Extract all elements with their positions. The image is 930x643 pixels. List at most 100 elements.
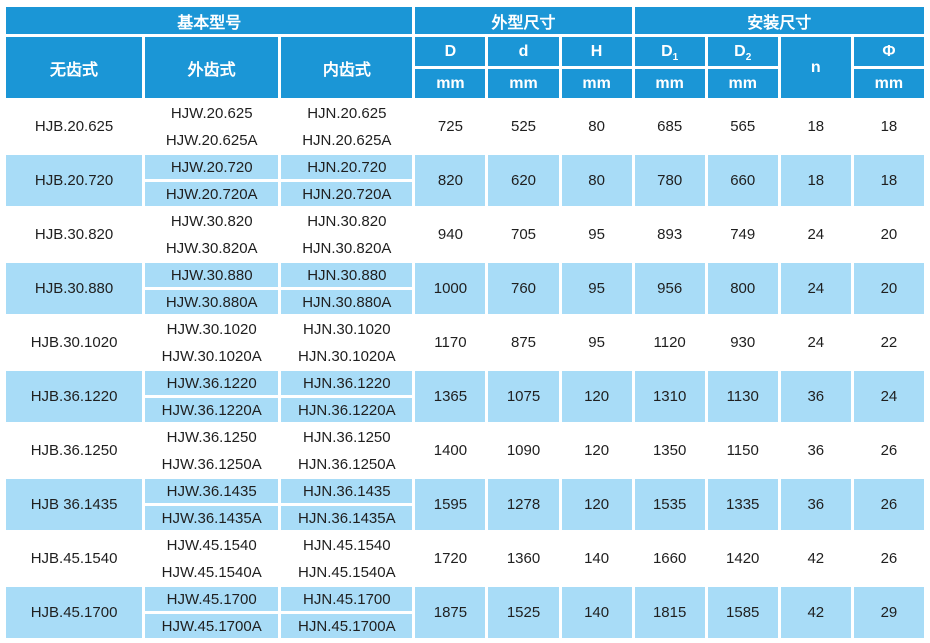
value-cell: 725 <box>412 98 489 155</box>
header-unit-D1: mm <box>631 66 708 101</box>
value-cell: 18 <box>777 98 854 155</box>
value-cell: 1120 <box>631 314 708 371</box>
model-cell-toothless: HJB.45.1540 <box>2 530 146 587</box>
value-cell: 120 <box>558 476 635 533</box>
model-cell-external-gear-variant: HJW.36.1435A <box>142 503 282 533</box>
value-cell: 140 <box>558 530 635 587</box>
model-cell-external-gear: HJW.20.720 <box>142 152 282 182</box>
header-unit-D: mm <box>412 66 489 101</box>
value-cell: 940 <box>412 206 489 263</box>
value-cell: 1875 <box>412 584 489 641</box>
value-cell: 1360 <box>485 530 562 587</box>
value-cell: 20 <box>850 260 928 317</box>
value-cell: 620 <box>485 152 562 209</box>
value-cell: 1335 <box>704 476 781 533</box>
header-col-external-gear: 外齿式 <box>142 34 282 101</box>
model-row-primary: HJB.20.720 HJW.20.720 HJN.20.720 820 620 80 78… <box>2 152 928 209</box>
model-row-primary: HJB.30.880 HJW.30.880 HJN.30.880 1000 760 95 9… <box>2 260 928 317</box>
table-body: HJB.20.625 HJW.20.625 HJN.20.625 725 525 80 68… <box>2 98 928 641</box>
header-unit-row: mm mm mm mm mm mm <box>5 66 928 101</box>
model-cell-external-gear: HJW.30.880 <box>142 260 282 290</box>
model-cell-external-gear: HJW.36.1220 <box>142 368 282 398</box>
value-cell: 120 <box>558 368 635 425</box>
value-cell: 780 <box>631 152 708 209</box>
model-cell-toothless: HJB.36.1250 <box>2 422 146 479</box>
model-cell-internal-gear-variant: HJN.20.720A <box>278 179 416 209</box>
model-row-primary: HJB.30.1020 HJW.30.1020 HJN.30.1020 1170 875… <box>2 314 928 371</box>
model-cell-internal-gear-variant: HJN.30.1020A <box>278 341 416 371</box>
model-cell-external-gear-variant: HJW.30.820A <box>142 233 282 263</box>
value-cell: 1075 <box>485 368 562 425</box>
value-cell: 1170 <box>412 314 489 371</box>
value-cell: 80 <box>558 152 635 209</box>
value-cell: 1150 <box>704 422 781 479</box>
value-cell: 893 <box>631 206 708 263</box>
header-dim-H: H <box>558 34 635 69</box>
value-cell: 820 <box>412 152 489 209</box>
model-row-primary: HJB 36.1435 HJW.36.1435 HJN.36.1435 1595 127… <box>2 476 928 533</box>
value-cell: 1595 <box>412 476 489 533</box>
model-cell-internal-gear-variant: HJN.36.1250A <box>278 449 416 479</box>
model-cell-toothless: HJB.20.625 <box>2 98 146 155</box>
value-cell: 36 <box>777 368 854 425</box>
model-cell-external-gear: HJW.45.1540 <box>142 530 282 560</box>
model-row-variant: HJW.36.1435A HJN.36.1435A <box>5 503 926 533</box>
value-cell: 1000 <box>412 260 489 317</box>
model-cell-external-gear-variant: HJW.20.720A <box>142 179 282 209</box>
model-cell-external-gear-variant: HJW.36.1220A <box>142 395 282 425</box>
header-basic-model: 基本型号 <box>2 4 416 37</box>
value-cell: 29 <box>850 584 928 641</box>
dim-label: D <box>734 42 746 60</box>
value-cell: 80 <box>558 98 635 155</box>
model-cell-internal-gear: HJN.20.625 <box>278 98 416 128</box>
value-cell: 1350 <box>631 422 708 479</box>
value-cell: 1090 <box>485 422 562 479</box>
model-cell-external-gear: HJW.30.1020 <box>142 314 282 344</box>
model-cell-internal-gear: HJN.36.1435 <box>278 476 416 506</box>
dim-label: n <box>810 58 821 76</box>
value-cell: 26 <box>850 530 928 587</box>
value-cell: 1365 <box>412 368 489 425</box>
value-cell: 42 <box>777 530 854 587</box>
value-cell: 95 <box>558 314 635 371</box>
value-cell: 140 <box>558 584 635 641</box>
model-cell-internal-gear-variant: HJN.30.880A <box>278 287 416 317</box>
header-dim-D2: D2 <box>704 34 781 69</box>
model-cell-external-gear: HJW.45.1700 <box>142 584 282 614</box>
model-row-variant: HJW.30.820A HJN.30.820A <box>5 233 926 263</box>
dim-label: D <box>444 42 457 60</box>
model-row-variant: HJW.20.720A HJN.20.720A <box>5 179 926 209</box>
model-cell-internal-gear: HJN.36.1250 <box>278 422 416 452</box>
header-unit-phi: mm <box>850 66 928 101</box>
header-unit-d: mm <box>485 66 562 101</box>
model-cell-external-gear-variant: HJW.30.1020A <box>142 341 282 371</box>
value-cell: 1660 <box>631 530 708 587</box>
model-row-variant: HJW.20.625A HJN.20.625A <box>5 125 926 155</box>
value-cell: 1130 <box>704 368 781 425</box>
model-row-variant: HJW.45.1700A HJN.45.1700A <box>5 611 926 641</box>
model-cell-external-gear-variant: HJW.20.625A <box>142 125 282 155</box>
model-cell-internal-gear-variant: HJN.36.1220A <box>278 395 416 425</box>
dim-label: Φ <box>882 42 896 60</box>
value-cell: 1278 <box>485 476 562 533</box>
model-cell-internal-gear: HJN.30.820 <box>278 206 416 236</box>
header-col-toothless: 无齿式 <box>2 34 146 101</box>
header-mounting-dimensions: 安装尺寸 <box>631 4 928 37</box>
model-row-primary: HJB.36.1250 HJW.36.1250 HJN.36.1250 1400 109… <box>2 422 928 479</box>
value-cell: 685 <box>631 98 708 155</box>
model-cell-internal-gear-variant: HJN.30.820A <box>278 233 416 263</box>
model-cell-toothless: HJB.45.1700 <box>2 584 146 641</box>
model-cell-internal-gear-variant: HJN.45.1700A <box>278 611 416 641</box>
model-cell-external-gear-variant: HJW.45.1700A <box>142 611 282 641</box>
header-dim-n: n <box>777 34 854 101</box>
value-cell: 24 <box>777 314 854 371</box>
model-cell-external-gear: HJW.36.1250 <box>142 422 282 452</box>
value-cell: 26 <box>850 476 928 533</box>
model-cell-internal-gear-variant: HJN.20.625A <box>278 125 416 155</box>
model-cell-internal-gear: HJN.30.880 <box>278 260 416 290</box>
model-cell-toothless: HJB.20.720 <box>2 152 146 209</box>
value-cell: 660 <box>704 152 781 209</box>
value-cell: 24 <box>850 368 928 425</box>
dim-label: H <box>590 42 603 60</box>
model-cell-internal-gear: HJN.45.1540 <box>278 530 416 560</box>
